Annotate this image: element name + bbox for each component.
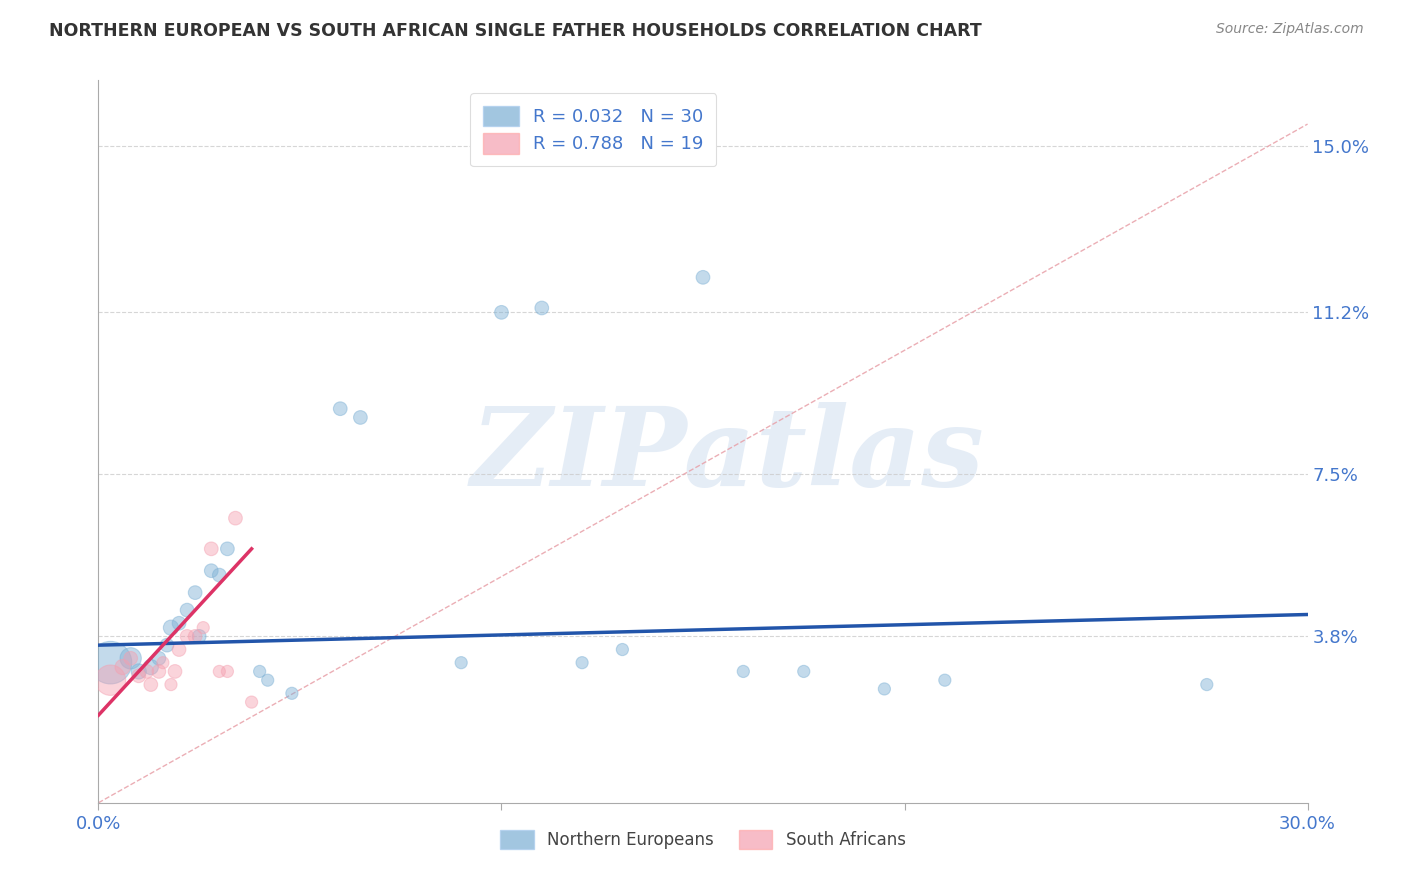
- Point: [217, 665, 239, 679]
- Point: [184, 629, 207, 643]
- Point: [217, 541, 239, 556]
- Point: [188, 629, 211, 643]
- Point: [208, 568, 231, 582]
- Point: [571, 656, 593, 670]
- Text: Source: ZipAtlas.com: Source: ZipAtlas.com: [1216, 22, 1364, 37]
- Legend: Northern Europeans, South Africans: Northern Europeans, South Africans: [491, 821, 915, 860]
- Point: [193, 621, 215, 635]
- Point: [184, 585, 207, 599]
- Point: [208, 665, 231, 679]
- Point: [249, 665, 271, 679]
- Point: [120, 651, 142, 665]
- Point: [163, 665, 186, 679]
- Point: [135, 665, 157, 679]
- Point: [491, 305, 513, 319]
- Point: [139, 677, 162, 691]
- Point: [160, 621, 183, 635]
- Point: [793, 665, 815, 679]
- Point: [128, 665, 150, 679]
- Point: [934, 673, 956, 688]
- Point: [152, 656, 174, 670]
- Point: [1195, 677, 1218, 691]
- Point: [224, 511, 246, 525]
- Text: NORTHERN EUROPEAN VS SOUTH AFRICAN SINGLE FATHER HOUSEHOLDS CORRELATION CHART: NORTHERN EUROPEAN VS SOUTH AFRICAN SINGL…: [49, 22, 981, 40]
- Point: [176, 629, 198, 643]
- Point: [111, 660, 134, 674]
- Point: [530, 301, 553, 315]
- Point: [349, 410, 371, 425]
- Point: [176, 603, 198, 617]
- Point: [733, 665, 755, 679]
- Point: [128, 669, 150, 683]
- Point: [873, 681, 896, 696]
- Point: [281, 686, 304, 700]
- Point: [148, 651, 170, 665]
- Point: [692, 270, 714, 285]
- Point: [450, 656, 472, 670]
- Point: [100, 673, 122, 688]
- Point: [612, 642, 634, 657]
- Point: [200, 564, 222, 578]
- Point: [329, 401, 352, 416]
- Text: ZIPatlas: ZIPatlas: [470, 402, 984, 509]
- Point: [167, 616, 190, 631]
- Point: [148, 665, 170, 679]
- Point: [139, 660, 162, 674]
- Point: [160, 677, 183, 691]
- Point: [120, 651, 142, 665]
- Point: [240, 695, 263, 709]
- Point: [100, 656, 122, 670]
- Point: [167, 642, 190, 657]
- Point: [256, 673, 278, 688]
- Point: [156, 638, 179, 652]
- Point: [200, 541, 222, 556]
